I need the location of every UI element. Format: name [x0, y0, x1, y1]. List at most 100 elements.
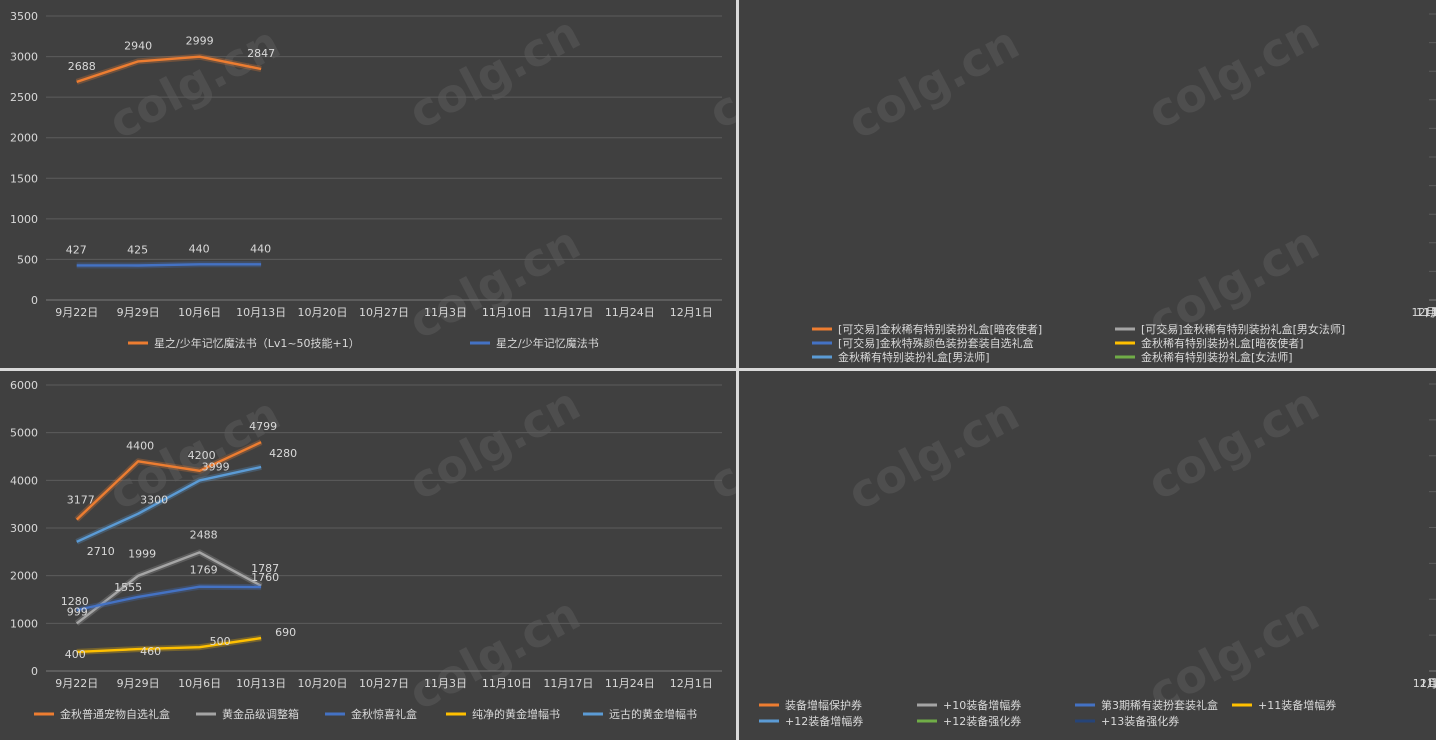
- data-label: 2940: [124, 39, 152, 52]
- legend-label: [可交易]金秋稀有特别装扮礼盒[暗夜使者]: [838, 322, 1042, 336]
- legend-label: 星之/少年记忆魔法书: [496, 336, 599, 350]
- data-label: 460: [140, 645, 161, 658]
- x-tick-label: 11月24日: [605, 306, 655, 319]
- x-tick-label: 11月3日: [424, 677, 467, 690]
- legend-label: 金秋普通宠物自选礼盒: [60, 707, 170, 721]
- data-label: 427: [66, 243, 87, 256]
- legend-label: 纯净的黄金增幅书: [472, 707, 560, 721]
- data-label: 4280: [269, 447, 297, 460]
- data-label: 1555: [114, 581, 142, 594]
- legend-label: +11装备增幅券: [1258, 698, 1336, 712]
- legend-label: 星之/少年记忆魔法书（Lv1~50技能+1）: [154, 336, 360, 350]
- legend-label: 金秋稀有特别装扮礼盒[暗夜使者]: [1141, 336, 1304, 350]
- x-tick-label: 10月27日: [359, 677, 409, 690]
- x-tick-label: 11月24日: [1416, 306, 1436, 319]
- data-label: 2710: [87, 545, 115, 558]
- x-tick-label: 10月13日: [236, 306, 286, 319]
- legend-label: 金秋稀有特别装扮礼盒[女法师]: [1141, 350, 1293, 364]
- legend-label: +12装备增幅券: [785, 714, 863, 728]
- data-label: 1280: [61, 595, 89, 608]
- x-tick-label: 11月10日: [482, 677, 532, 690]
- watermark-text: colg.cn: [1139, 376, 1328, 511]
- legend-label: +13装备强化券: [1101, 714, 1179, 728]
- data-label: 440: [189, 242, 210, 255]
- x-tick-label: 9月22日: [55, 306, 98, 319]
- x-tick-label: 11月17日: [1430, 677, 1436, 690]
- data-label: 500: [210, 635, 231, 648]
- y-tick-label: 2000: [10, 570, 38, 583]
- data-label: 1760: [251, 571, 279, 584]
- series-line: [76, 263, 262, 267]
- x-tick-label: 9月22日: [55, 677, 98, 690]
- y-tick-label: 3000: [10, 522, 38, 535]
- data-label: 3177: [67, 494, 95, 507]
- watermark-text: colg.cn: [400, 215, 589, 350]
- x-tick-label: 10月6日: [178, 306, 221, 319]
- data-label: 2999: [186, 35, 214, 48]
- y-tick-label: 1000: [10, 617, 38, 630]
- series-line: [75, 441, 262, 521]
- legend-label: [可交易]金秋特殊颜色装扮套装自选礼盒: [838, 336, 1034, 350]
- x-tick-label: 12月1日: [1412, 306, 1436, 319]
- y-tick-label: 0: [31, 665, 38, 678]
- y-tick-label: 4000: [10, 474, 38, 487]
- y-tick-label: 3000: [10, 51, 38, 64]
- x-tick-label: 10月20日: [298, 306, 348, 319]
- chart-panel-gift-boxes: colg.cn colg.cn colg.cn colg.cn 0 1000 2000 300…: [0, 371, 736, 740]
- y-tick-label: 3500: [10, 10, 38, 23]
- series-line: [76, 55, 262, 84]
- series-line: [75, 551, 262, 625]
- y-tick-label: 2000: [10, 132, 38, 145]
- legend-label: 第3期稀有装扮套装礼盒: [1101, 698, 1218, 712]
- x-tick-label: 11月24日: [605, 677, 655, 690]
- watermark-text: colg.cn: [400, 586, 589, 721]
- watermark-text: colg.cn: [400, 5, 589, 140]
- data-label: 1999: [128, 548, 156, 561]
- x-tick-label: 10月6日: [178, 677, 221, 690]
- x-tick-label: 10月27日: [359, 306, 409, 319]
- data-label: 4400: [126, 439, 154, 452]
- gift-box-price-chart: colg.cn colg.cn colg.cncolg.cn010002000300…: [10, 376, 736, 721]
- y-tick-label: 5000: [10, 427, 38, 440]
- legend-label: 黄金品级调整箱: [222, 707, 299, 721]
- legend-label: +10装备增幅券: [943, 698, 1021, 712]
- data-label: 690: [275, 626, 296, 639]
- chart-panel-magic-books: colg.cn colg.cn colg.cn colg.cn 0 500 1000 1500…: [0, 0, 736, 368]
- x-tick-label: 11月24日: [1420, 677, 1436, 690]
- data-label: 440: [250, 242, 271, 255]
- data-label: 400: [65, 648, 86, 661]
- data-label: 2688: [68, 60, 96, 73]
- y-tick-label: 6000: [10, 379, 38, 392]
- y-tick-label: 2500: [10, 91, 38, 104]
- y-tick-label: 0: [31, 294, 38, 307]
- data-label: 425: [127, 244, 148, 257]
- x-tick-label: 9月29日: [117, 306, 160, 319]
- series-line: [76, 636, 262, 654]
- watermark-text: colg.cn: [700, 5, 736, 140]
- watermark-text: colg.cn: [839, 386, 1028, 521]
- x-tick-label: 10月13日: [236, 677, 286, 690]
- y-tick-label: 1500: [10, 172, 38, 185]
- data-label: 3300: [140, 494, 168, 507]
- watermark-text: colg.cn: [400, 376, 589, 511]
- data-label: 2488: [190, 528, 218, 541]
- x-tick-label: 12月1日: [670, 677, 713, 690]
- data-label: 4200: [188, 449, 216, 462]
- y-tick-label: 500: [17, 253, 38, 266]
- data-label: 1787: [251, 562, 279, 575]
- x-tick-label: 9月29日: [117, 677, 160, 690]
- x-tick-label: 11月17日: [543, 306, 593, 319]
- chart-panel-upgrade-tickets: colg.cncolg.cncolg.cncolg.cn010000200003…: [739, 371, 1436, 740]
- x-tick-label: 12月1日: [670, 306, 713, 319]
- chart-panel-costume-boxes: colg.cncolg.cncolg.cncolg.cn010002000300…: [739, 0, 1436, 368]
- data-label: 2847: [247, 47, 275, 60]
- series-line: [76, 585, 262, 612]
- x-tick-label: 11月17日: [543, 677, 593, 690]
- x-tick-label: 11月10日: [1432, 306, 1436, 319]
- watermark-text: colg.cn: [1139, 5, 1328, 140]
- legend-label: 装备增幅保护券: [785, 698, 862, 712]
- legend-label: 远古的黄金增幅书: [609, 707, 697, 721]
- legend-label: 金秋稀有特别装扮礼盒[男法师]: [838, 350, 990, 364]
- data-label: 4799: [249, 420, 277, 433]
- x-tick-label: 10月20日: [298, 677, 348, 690]
